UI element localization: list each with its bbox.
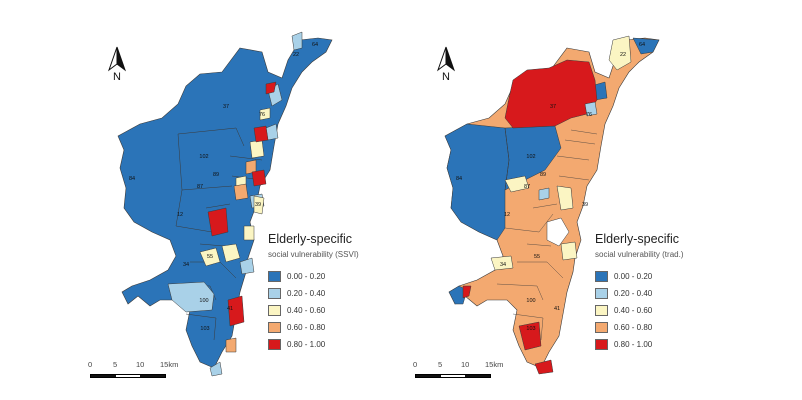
legend-swatch: [595, 271, 608, 282]
legend-swatch: [595, 322, 608, 333]
region-class3: [490, 35, 632, 271]
scale-tick: 15km: [160, 360, 179, 369]
region-label: 84: [129, 176, 135, 182]
region-label: 100: [526, 298, 535, 304]
legend-item: 0.80 - 1.00: [268, 336, 398, 353]
scale-bar-graphic: [90, 374, 166, 378]
legend-swatch: [268, 305, 281, 316]
region-label: 89: [213, 172, 219, 178]
legend-item: 0.00 - 0.20: [268, 268, 398, 285]
scale-bar: 0 5 10 15km: [88, 360, 178, 384]
region-label: 64: [312, 42, 318, 48]
legend-label: 0.80 - 1.00: [287, 340, 326, 349]
north-label: N: [442, 71, 450, 83]
legend-title: Elderly-specific: [595, 232, 680, 246]
region-label: 76: [259, 112, 265, 118]
legend-traditional: Elderly-specific social vulnerability (t…: [595, 232, 725, 353]
region-label: 55: [207, 254, 213, 260]
region-label: 100: [199, 298, 208, 304]
region-label: 37: [223, 104, 229, 110]
scale-tick: 15km: [485, 360, 504, 369]
region-label: 37: [550, 104, 556, 110]
legend-item: 0.40 - 0.60: [268, 302, 398, 319]
region-label: 34: [183, 262, 189, 268]
region-label: 55: [534, 254, 540, 260]
legend-item: 0.80 - 1.00: [595, 336, 725, 353]
legend-item: 0.20 - 0.40: [268, 285, 398, 302]
scale-tick: 10: [136, 360, 145, 369]
region-class1: [444, 37, 660, 305]
legend-label: 0.60 - 0.80: [287, 323, 326, 332]
north-arrow-icon: [107, 46, 127, 72]
legend-item: 0.40 - 0.60: [595, 302, 725, 319]
region-boundaries: [496, 129, 598, 341]
north-arrow-icon: [436, 46, 456, 72]
region-label: 84: [456, 176, 462, 182]
region-label: 103: [526, 326, 535, 332]
legend-label: 0.20 - 0.40: [614, 289, 653, 298]
legend-ssvi: Elderly-specific social vulnerability (S…: [268, 232, 398, 353]
legend-swatch: [268, 271, 281, 282]
region-label: 87: [197, 184, 203, 190]
region-class5: [207, 81, 277, 327]
scale-tick: 0: [88, 360, 93, 369]
legend-swatch: [595, 305, 608, 316]
scale-tick: 0: [413, 360, 418, 369]
region-label: 22: [620, 52, 626, 58]
region-label: 89: [540, 172, 546, 178]
legend-label: 0.00 - 0.20: [614, 272, 653, 281]
choropleth-map-ssvi: 37 102 84 100 103 64 22 39 12 34 41 76 5…: [117, 31, 333, 377]
region-label: 102: [526, 154, 535, 160]
scale-bar-graphic: [415, 374, 491, 378]
region-label: 41: [554, 306, 560, 312]
map-panel-ssvi: 37 102 84 100 103 64 22 39 12 34 41 76 5…: [88, 31, 398, 384]
legend-subtitle: social vulnerability (trad.): [595, 250, 684, 259]
region-label: 102: [199, 154, 208, 160]
water-area: [546, 217, 570, 247]
scale-tick: 5: [113, 360, 118, 369]
region-label: 12: [177, 212, 183, 218]
legend-swatch: [595, 339, 608, 350]
legend-subtitle: social vulnerability (SSVI): [268, 250, 359, 259]
region-class2: [538, 101, 598, 201]
north-arrow: N: [435, 46, 457, 83]
legend-label: 0.80 - 1.00: [614, 340, 653, 349]
region-label: 87: [524, 184, 530, 190]
region-label: 22: [293, 52, 299, 58]
scale-tick: 10: [461, 360, 470, 369]
region-label: 64: [639, 42, 645, 48]
scale-tick: 5: [438, 360, 443, 369]
legend-label: 0.00 - 0.20: [287, 272, 326, 281]
region-label: 41: [227, 306, 233, 312]
legend-swatch: [268, 339, 281, 350]
choropleth-map-traditional: 37 102 84 100 103 64 22 39 12 34 41 76 5…: [444, 35, 660, 375]
legend-swatch: [268, 322, 281, 333]
region-label: 103: [200, 326, 209, 332]
region-label: 39: [582, 202, 588, 208]
region-label: 12: [504, 212, 510, 218]
region-class2: [167, 31, 303, 377]
region-label: 39: [255, 202, 261, 208]
legend-item: 0.20 - 0.40: [595, 285, 725, 302]
scale-bar: 0 5 10 15km: [413, 360, 503, 384]
legend-swatch: [595, 288, 608, 299]
legend-label: 0.40 - 0.60: [287, 306, 326, 315]
legend-item: 0.60 - 0.80: [268, 319, 398, 336]
north-label: N: [113, 71, 121, 83]
legend-label: 0.60 - 0.80: [614, 323, 653, 332]
legend-title: Elderly-specific: [268, 232, 353, 246]
legend-item: 0.00 - 0.20: [595, 268, 725, 285]
region-label: 76: [586, 112, 592, 118]
legend-label: 0.20 - 0.40: [287, 289, 326, 298]
region-class3: [199, 107, 271, 267]
legend-item: 0.60 - 0.80: [595, 319, 725, 336]
region-label: 34: [500, 262, 506, 268]
legend-label: 0.40 - 0.60: [614, 306, 653, 315]
map-panel-traditional: 37 102 84 100 103 64 22 39 12 34 41 76 5…: [401, 0, 802, 400]
legend-swatch: [268, 288, 281, 299]
north-arrow: N: [106, 46, 128, 83]
